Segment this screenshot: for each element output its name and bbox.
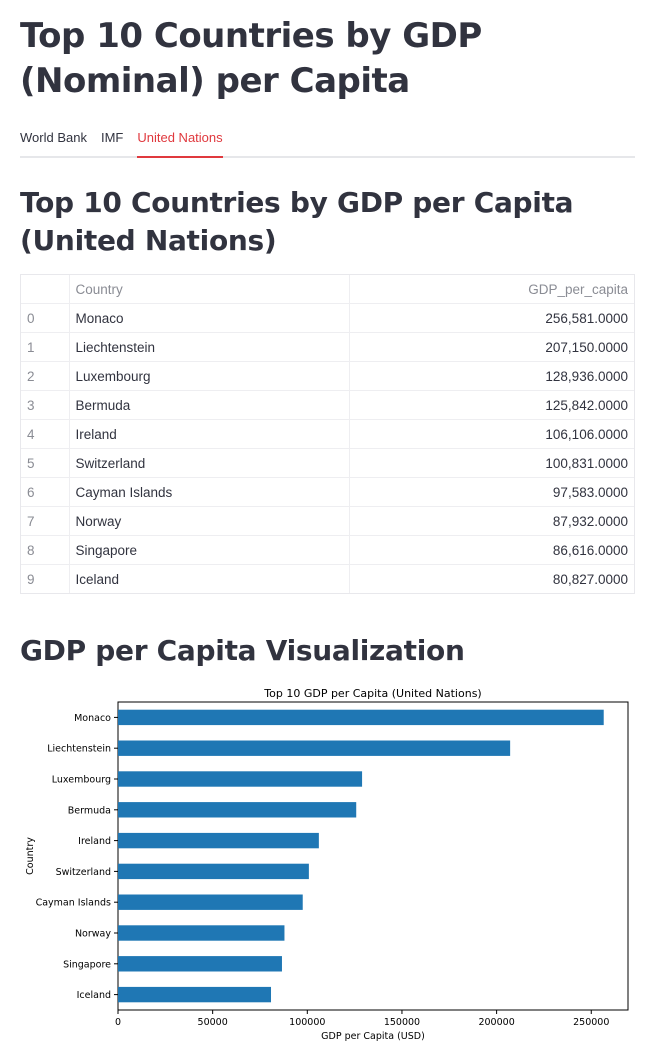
gdp-cell: 87,932.0000 [349, 506, 634, 536]
gdp-cell: 128,936.0000 [349, 361, 634, 391]
x-tick-label: 0 [115, 1017, 121, 1028]
x-tick-label: 200000 [478, 1017, 514, 1028]
gdp-cell: 80,827.0000 [552, 571, 628, 587]
bar [118, 802, 357, 818]
bar [118, 709, 604, 726]
gdp-column-header[interactable]: GDP_per_capita [349, 275, 634, 304]
row-index: 1 [21, 332, 70, 362]
country-cell: Luxembourg [69, 361, 350, 391]
bar [118, 925, 285, 941]
y-tick-label: Cayman Islands [36, 898, 111, 909]
chart-title: Top 10 GDP per Capita (United Nations) [263, 687, 481, 700]
country-cell: Bermuda [69, 390, 350, 420]
x-axis-label: GDP per Capita (USD) [321, 1031, 425, 1042]
x-tick-label: 100000 [289, 1017, 325, 1028]
plot-area [117, 701, 629, 1011]
table-row: 8 Singapore 86,616.0000 [21, 535, 634, 565]
x-tick-label: 150000 [384, 1017, 420, 1028]
table-body: 0 Monaco 256,581.0000 1 Liechtenstein 207,150… [21, 303, 634, 593]
row-index: 9 [21, 564, 70, 593]
gdp-cell: 100,831.0000 [349, 448, 634, 478]
bar [118, 832, 319, 849]
gdp-bar-chart: Monaco Liechtenstein Luxembourg Bermuda Irel… [25, 687, 629, 1042]
table-row: 9 Iceland 80,827.0000 [21, 564, 634, 593]
bar [118, 771, 363, 787]
y-tick-label: Singapore [63, 959, 111, 970]
country-cell: Cayman Islands [69, 477, 350, 507]
gdp-cell: 106,106.0000 [349, 419, 634, 449]
y-tick-label: Ireland [78, 836, 111, 847]
index-column-header[interactable] [21, 275, 70, 304]
visualization-title: GDP per Capita Visualization [20, 634, 465, 667]
bar [118, 986, 272, 1003]
table-row: 7 Norway 87,932.0000 [21, 506, 634, 536]
y-tick-label: Monaco [74, 713, 111, 724]
row-index: 5 [21, 448, 70, 478]
country-cell: Liechtenstein [69, 332, 350, 362]
gdp-table[interactable]: Country GDP_per_capita 0 Monaco 256,581.00… [20, 274, 635, 594]
bar [118, 894, 303, 910]
country-cell: Singapore [69, 535, 350, 565]
tab-imf[interactable]: IMF [100, 130, 124, 145]
y-tick-label: Switzerland [56, 867, 111, 878]
y-tick-label: Luxembourg [52, 775, 111, 786]
row-index: 6 [21, 477, 70, 507]
table-row: 1 Liechtenstein 207,150.0000 [21, 332, 634, 362]
y-tick-label: Liechtenstein [47, 744, 111, 755]
y-axis-label: Country [25, 837, 36, 875]
y-tick-label: Bermuda [68, 805, 111, 816]
x-tick-label: 50000 [198, 1017, 228, 1028]
y-tick-label: Iceland [77, 990, 111, 1001]
country-cell: Monaco [69, 303, 350, 333]
country-column-header[interactable]: Country [69, 275, 350, 304]
table-row: 2 Luxembourg 128,936.0000 [21, 361, 634, 391]
y-tick-label: Norway [75, 929, 111, 940]
country-cell: Switzerland [69, 448, 350, 478]
table-row: 3 Bermuda 125,842.0000 [21, 390, 634, 420]
bar [118, 863, 309, 880]
row-index: 3 [21, 390, 70, 420]
row-index: 8 [21, 535, 70, 565]
gdp-cell: 86,616.0000 [349, 535, 634, 565]
table-section-title: Top 10 Countries by GDP per Capita (Unit… [20, 186, 574, 257]
bar [118, 956, 282, 972]
gdp-cell: 125,842.0000 [349, 390, 634, 420]
x-tick-label: 250000 [573, 1017, 609, 1028]
table-header-row: Country GDP_per_capita [21, 275, 634, 304]
gdp-cell: 97,583.0000 [349, 477, 634, 507]
table-row: 6 Cayman Islands 97,583.0000 [21, 477, 634, 507]
page-title: Top 10 Countries by GDP (Nominal) per Ca… [20, 16, 482, 101]
country-cell: Ireland [69, 419, 350, 449]
table-row: 5 Switzerland 100,831.0000 [21, 448, 634, 478]
gdp-cell: 256,581.0000 [349, 303, 634, 333]
tab-world-bank[interactable]: World Bank [20, 130, 87, 145]
country-cell: Norway [69, 506, 350, 536]
row-index: 7 [21, 506, 70, 536]
country-cell: Iceland [69, 564, 350, 593]
tab-united-nations[interactable]: United Nations [137, 122, 223, 158]
gdp-cell: 207,150.0000 [349, 332, 634, 362]
row-index: 2 [21, 361, 70, 391]
bar [118, 740, 511, 756]
row-index: 0 [21, 303, 70, 333]
table-row: 0 Monaco 256,581.0000 [21, 303, 634, 333]
table-row: 4 Ireland 106,106.0000 [21, 419, 634, 449]
row-index: 4 [21, 419, 70, 449]
source-tabs: World Bank IMF United Nations [20, 122, 635, 158]
